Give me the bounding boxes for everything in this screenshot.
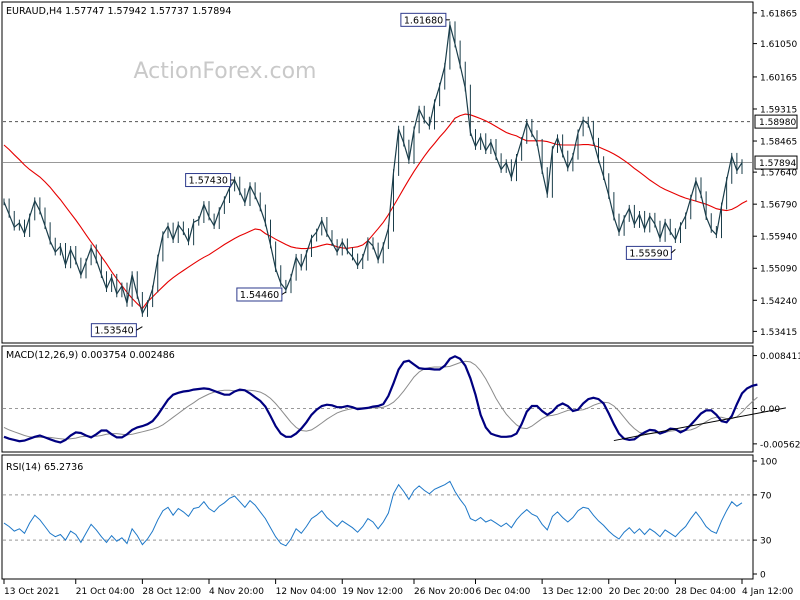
- time-tick-label: 12 Nov 04:00: [276, 587, 337, 597]
- time-tick-label: 20 Dec 20:00: [609, 587, 670, 597]
- price-tick-label: 1.61865: [760, 9, 797, 19]
- annotation-leader: [671, 249, 676, 254]
- moving-average-layer: [3, 113, 748, 310]
- macd-signal-line: [3, 360, 758, 440]
- annotation-leader: [281, 291, 287, 295]
- axis-value-box: [754, 114, 798, 129]
- time-tick-label: 21 Oct 04:00: [76, 587, 135, 597]
- time-tick-label: 6 Dec 04:00: [476, 587, 531, 597]
- time-tick-label: 19 Nov 12:00: [342, 587, 403, 597]
- annotation-leader: [136, 326, 143, 331]
- macd-y-axis: 0.008411 0.00 -0.005625: [753, 352, 800, 450]
- annotation-label: 1.54460: [240, 290, 279, 301]
- time-tick-label: 13 Oct 2021: [4, 587, 60, 597]
- time-tick-label: 13 Dec 12:00: [542, 587, 603, 597]
- price-markers: [136, 19, 676, 331]
- price-tick-label: 1.56790: [760, 201, 797, 211]
- price-tick-label: 1.60165: [760, 73, 797, 83]
- rsi-panel-frame: [1, 454, 754, 580]
- price-tick-label: 1.54240: [760, 297, 797, 307]
- time-tick-label: 26 Nov 20:00: [414, 587, 475, 597]
- rsi-title: RSI(14) 65.2736: [6, 462, 83, 473]
- annotation-label: 1.61680: [404, 15, 443, 26]
- macd-title: MACD(12,26,9) 0.003754 0.002486: [6, 350, 175, 361]
- rsi-level-lines: [3, 494, 752, 541]
- price-tick-label: 1.58465: [760, 138, 797, 148]
- price-tick-label: 1.61050: [760, 40, 797, 50]
- time-tick-label: 4 Nov 20:00: [209, 587, 264, 597]
- axis-value-label: 1.58980: [759, 118, 796, 128]
- time-tick-label: 28 Dec 04:00: [675, 587, 736, 597]
- rsi-panel: RSI(14) 65.2736 100 70 30 0: [1, 454, 777, 581]
- watermark: ActionForex.com: [134, 59, 317, 84]
- axis-value-label: 1.57894: [759, 159, 796, 169]
- price-series-layer: [3, 21, 743, 317]
- annotation-label: 1.53540: [94, 326, 133, 337]
- price-tick-label: 1.53415: [760, 328, 797, 338]
- price-tick-label: 1.55090: [760, 265, 797, 275]
- rsi-tick-label: 30: [760, 537, 772, 547]
- axis-value-box: [754, 155, 798, 170]
- price-chart-title: EURAUD,H4 1.57747 1.57942 1.57737 1.5789…: [6, 6, 231, 17]
- macd-tick-label: 0.00: [760, 405, 780, 415]
- price-tick-label: 1.59315: [760, 105, 797, 115]
- annotation-label: 1.57430: [189, 176, 228, 187]
- price-tick-label: 1.55940: [760, 233, 797, 243]
- macd-tick-label: 0.008411: [760, 352, 800, 362]
- macd-panel: MACD(12,26,9) 0.003754 0.002486 0.008411…: [1, 345, 800, 453]
- price-tick-label: 1.57640: [760, 169, 797, 179]
- price-y-axis: 1.61865 1.61050 1.60165 1.59315 1.58465 1.576…: [753, 9, 798, 338]
- moving-average-line: [3, 113, 748, 310]
- time-tick-label: 4 Jan 12:00: [742, 587, 794, 597]
- rsi-series-layer: [3, 480, 743, 547]
- macd-tick-label: -0.005625: [760, 440, 800, 450]
- macd-line: [3, 355, 758, 444]
- price-annotations: 1.53540 1.57430 1.54460 1.61680 1.55590: [90, 12, 672, 338]
- macd-trendline: [613, 407, 786, 442]
- rsi-tick-label: 70: [760, 491, 772, 501]
- macd-series-layer: [3, 355, 786, 444]
- rsi-tick-label: 0: [760, 571, 766, 581]
- rsi-tick-label: 100: [760, 458, 777, 468]
- annotation-label: 1.55590: [629, 248, 668, 259]
- price-panel: ActionForex.com EURAUD,H4 1.57747 1.5794…: [1, 1, 798, 344]
- time-axis: 13 Oct 2021 21 Oct 04:00 28 Oct 12:00 4 Nov…: [3, 579, 794, 597]
- time-tick-label: 28 Oct 12:00: [142, 587, 201, 597]
- rsi-line: [3, 480, 743, 547]
- rsi-y-axis: 100 70 30 0: [753, 458, 777, 581]
